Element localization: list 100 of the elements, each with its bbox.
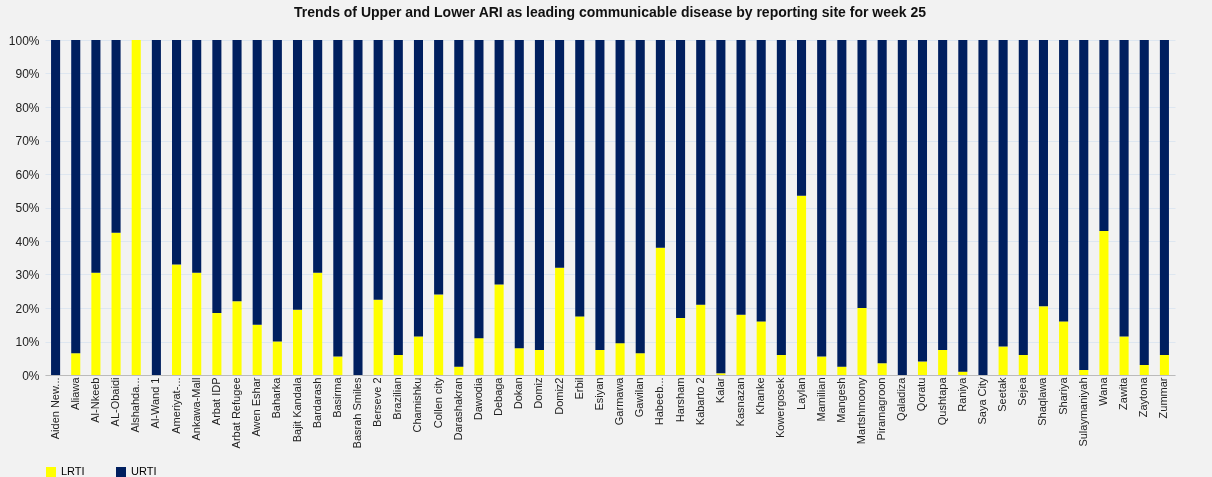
bar bbox=[353, 40, 363, 375]
bar bbox=[252, 324, 262, 375]
bar bbox=[817, 40, 827, 357]
bar bbox=[111, 232, 121, 375]
bar bbox=[756, 40, 766, 322]
bar bbox=[1099, 40, 1109, 231]
bar bbox=[313, 272, 323, 375]
bar bbox=[514, 348, 524, 375]
x-tick-label: Baharka bbox=[270, 376, 283, 419]
bar bbox=[716, 40, 726, 374]
bar bbox=[474, 40, 484, 339]
bar bbox=[998, 40, 1008, 347]
x-tick-label: Dawodia bbox=[471, 376, 484, 421]
bar bbox=[1038, 40, 1048, 307]
bar bbox=[1038, 306, 1048, 375]
bar bbox=[676, 318, 686, 375]
x-tick-label: Zaytona bbox=[1137, 376, 1150, 418]
x-tick-label: Al-Wand 1 bbox=[149, 377, 162, 429]
x-tick-label: Bardarash bbox=[310, 377, 323, 429]
x-tick-label: Berseve 2 bbox=[371, 377, 384, 428]
bar bbox=[434, 40, 444, 295]
y-tick-label: 100% bbox=[8, 33, 40, 48]
x-tick-label: Aliawa bbox=[68, 376, 81, 410]
bar bbox=[192, 272, 202, 375]
legend-label: URTI bbox=[131, 465, 157, 477]
x-tick-label: Saya City bbox=[975, 377, 988, 425]
bar bbox=[796, 195, 807, 375]
x-tick-label: Shaqlawa bbox=[1036, 376, 1049, 426]
bar bbox=[71, 40, 81, 354]
x-tick-label: Domiz bbox=[532, 377, 545, 409]
bar bbox=[635, 353, 645, 375]
bar bbox=[736, 314, 746, 375]
bar bbox=[877, 363, 887, 375]
bar bbox=[91, 272, 101, 375]
bar bbox=[857, 308, 867, 375]
bar bbox=[575, 40, 585, 317]
x-tick-label: Qaladiza bbox=[895, 376, 908, 421]
x-tick-label: Brazilian bbox=[391, 377, 404, 420]
x-tick-label: Garmawa bbox=[613, 376, 626, 426]
x-tick-label: Domiz2 bbox=[552, 377, 565, 415]
bar bbox=[958, 40, 968, 372]
bar bbox=[151, 40, 161, 375]
bar bbox=[696, 40, 706, 305]
bar bbox=[292, 40, 303, 310]
bar bbox=[373, 40, 383, 300]
x-tick-label: Raniya bbox=[955, 376, 968, 412]
bar bbox=[272, 341, 282, 375]
bar bbox=[232, 301, 242, 375]
x-tick-label: Kalar bbox=[713, 377, 726, 404]
bar bbox=[1119, 40, 1129, 337]
y-tick-label: 60% bbox=[15, 167, 40, 182]
bar bbox=[333, 40, 343, 357]
bar bbox=[272, 40, 282, 342]
legend-label: LRTI bbox=[61, 465, 85, 477]
bar bbox=[71, 353, 81, 375]
bar bbox=[776, 354, 786, 375]
bar bbox=[413, 40, 424, 337]
bar bbox=[655, 40, 665, 248]
bar bbox=[333, 356, 343, 375]
bar bbox=[615, 343, 625, 375]
bar bbox=[514, 40, 524, 349]
bar bbox=[756, 321, 766, 375]
x-tick-label: Shariya bbox=[1056, 376, 1069, 415]
bar bbox=[252, 40, 262, 325]
bar bbox=[635, 40, 645, 354]
x-tick-label: Darashakran bbox=[451, 377, 464, 441]
x-tick-label: Habeeb... bbox=[653, 377, 666, 426]
y-tick-label: 0% bbox=[22, 368, 40, 383]
bar bbox=[917, 361, 928, 375]
x-tick-label: Piramagroon bbox=[875, 377, 888, 441]
x-tick-label: Debaga bbox=[492, 376, 505, 417]
bar bbox=[817, 356, 827, 375]
bar bbox=[474, 338, 484, 375]
x-tick-label: Awen Eshar bbox=[250, 377, 263, 437]
x-tick-label: Zummar bbox=[1157, 377, 1170, 419]
bar bbox=[938, 349, 948, 375]
bar bbox=[454, 366, 464, 375]
bar bbox=[534, 40, 544, 350]
x-tick-label: Collen city bbox=[431, 377, 444, 429]
bar bbox=[1079, 40, 1089, 370]
bar bbox=[575, 316, 585, 375]
bar bbox=[1018, 354, 1028, 375]
x-tick-label: Erbil bbox=[572, 377, 585, 400]
bar bbox=[555, 267, 565, 375]
y-tick-label: 30% bbox=[15, 268, 40, 282]
x-tick-label: Sulaymaniyah bbox=[1076, 377, 1089, 447]
bar bbox=[51, 40, 61, 375]
bar bbox=[192, 40, 202, 273]
x-tick-label: Dokan bbox=[512, 377, 525, 410]
bar bbox=[212, 313, 222, 375]
bar bbox=[676, 40, 686, 319]
x-tick-label: Mangesh bbox=[834, 377, 847, 423]
y-tick-label: 70% bbox=[15, 134, 40, 148]
x-tick-label: Kasnazan bbox=[734, 377, 747, 427]
y-tick-label: 20% bbox=[15, 301, 40, 316]
bar bbox=[837, 366, 847, 375]
y-tick-label: 50% bbox=[15, 201, 40, 215]
bar bbox=[292, 309, 303, 375]
bar bbox=[917, 40, 928, 362]
bar bbox=[1099, 230, 1109, 375]
